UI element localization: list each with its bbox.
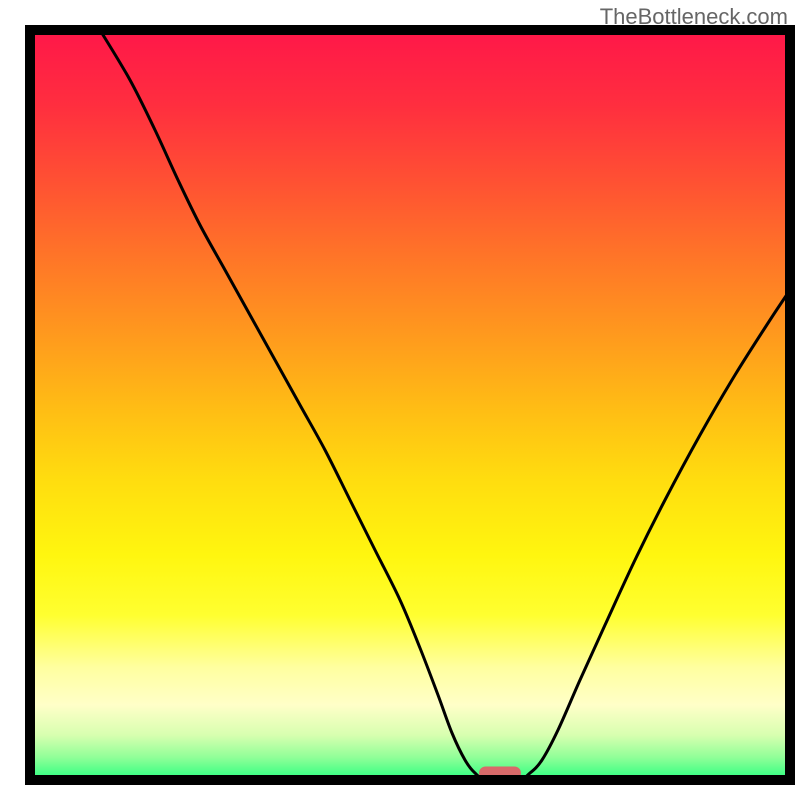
- bottleneck-chart: [0, 0, 800, 800]
- plot-background: [30, 30, 790, 780]
- watermark-text: TheBottleneck.com: [600, 4, 788, 30]
- chart-container: TheBottleneck.com: [0, 0, 800, 800]
